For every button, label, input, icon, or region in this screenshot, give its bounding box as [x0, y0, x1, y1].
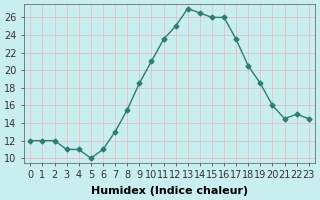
X-axis label: Humidex (Indice chaleur): Humidex (Indice chaleur) [91, 186, 248, 196]
